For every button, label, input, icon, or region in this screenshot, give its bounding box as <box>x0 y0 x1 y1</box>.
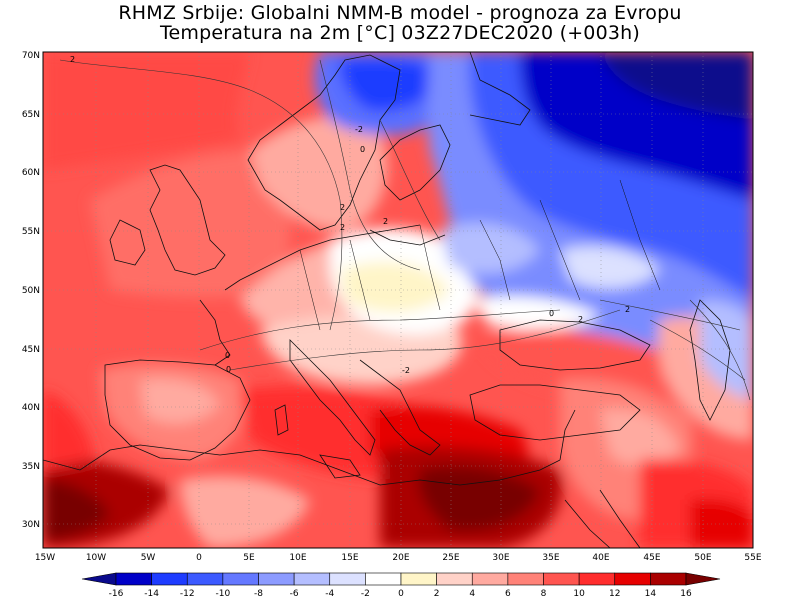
lon-tick-label: 55E <box>744 553 761 563</box>
latitude-axis: 70N 65N 60N 55N 50N 45N 40N 35N 30N <box>22 51 40 530</box>
colorbar-label: 0 <box>398 589 404 599</box>
lat-tick-label: 70N <box>22 51 40 61</box>
colorbar-swatch <box>578 572 616 586</box>
colorbar-swatch <box>115 572 152 586</box>
colorbar-label: 10 <box>573 589 585 599</box>
lat-tick-label: 60N <box>22 168 40 178</box>
lon-tick-label: 20E <box>392 553 409 563</box>
lon-tick-label: 35E <box>542 553 559 563</box>
colorbar-label: 6 <box>505 589 511 599</box>
colorbar-swatch <box>329 572 366 586</box>
colorbar-arrow-low <box>81 572 117 586</box>
colorbar-swatch <box>365 572 402 586</box>
lon-tick-label: 0 <box>196 553 202 563</box>
lon-tick-label: 10E <box>289 553 306 563</box>
lon-tick-label: 50E <box>694 553 711 563</box>
lon-tick-label: 45E <box>643 553 660 563</box>
contour-label: -2 <box>355 125 363 134</box>
colorbar-label: 12 <box>609 589 620 599</box>
lon-tick-label: 10W <box>86 553 106 563</box>
colorbar-swatch <box>186 572 224 586</box>
colorbar-label: -2 <box>361 589 370 599</box>
colorbar-swatch <box>151 572 188 586</box>
lat-tick-label: 65N <box>22 110 40 120</box>
colorbar-swatch <box>258 572 295 586</box>
colorbar-swatch <box>650 572 687 586</box>
colorbar-label: -6 <box>290 589 299 599</box>
lat-tick-label: 50N <box>22 286 40 296</box>
colorbar-swatch <box>543 572 580 586</box>
map-subtitle: Temperatura na 2m [°C] 03Z27DEC2020 (+00… <box>159 22 641 44</box>
contour-label: 0 <box>549 309 554 318</box>
contour-label: 2 <box>340 223 345 232</box>
lon-tick-label: 5E <box>243 553 255 563</box>
lon-tick-label: 30E <box>492 553 509 563</box>
contour-label: 0 <box>360 145 365 154</box>
contour-label: -2 <box>402 366 410 375</box>
colorbar-label: -4 <box>325 589 334 599</box>
colorbar-swatch <box>507 572 544 586</box>
colorbar-label: -14 <box>144 589 159 599</box>
lon-tick-label: 15E <box>341 553 358 563</box>
temperature-field: 2 -2 0 2 2 0 0 -2 2 0 2 2 <box>43 52 753 548</box>
map-title: RHMZ Srbije: Globalni NMM-B model - prog… <box>118 2 682 24</box>
colorbar-label: 8 <box>541 589 547 599</box>
colorbar-label: 4 <box>469 589 475 599</box>
colorbar-legend: -16 -14 -12 -10 -8 -6 -4 -2 0 2 4 6 8 10 12 14 16 <box>81 572 721 599</box>
colorbar-swatch <box>293 572 331 586</box>
contour-labels: 2 -2 0 2 2 0 0 -2 2 0 2 2 <box>70 55 630 375</box>
lon-tick-label: 25E <box>442 553 459 563</box>
colorbar-label: 16 <box>680 589 692 599</box>
lat-tick-label: 45N <box>22 345 40 355</box>
lat-tick-label: 40N <box>22 403 40 413</box>
isotherm-contours <box>59 59 751 401</box>
colorbar-swatch <box>471 572 509 586</box>
contour-label: 2 <box>625 305 630 314</box>
contour-label: 2 <box>70 55 75 64</box>
lat-tick-label: 30N <box>22 520 40 530</box>
lat-tick-label: 55N <box>22 227 40 237</box>
colorbar-swatch <box>400 572 437 586</box>
colorbar-swatch <box>614 572 651 586</box>
contour-label: 2 <box>340 203 345 212</box>
contour-label: 2 <box>578 315 583 324</box>
lon-tick-label: 15W <box>35 553 55 563</box>
colorbar-label: -16 <box>109 589 124 599</box>
contour-label: 2 <box>383 217 388 226</box>
contour-label: 0 <box>226 365 231 374</box>
lon-tick-label: 5W <box>141 553 156 563</box>
coastlines <box>43 52 731 548</box>
colorbar-label: 14 <box>645 589 657 599</box>
lon-tick-label: 40E <box>592 553 609 563</box>
lat-tick-label: 35N <box>22 462 40 472</box>
colorbar-arrow-high <box>685 572 721 586</box>
colorbar-swatch <box>222 572 259 586</box>
colorbar-label: -8 <box>254 589 263 599</box>
colorbar-label: -12 <box>180 589 195 599</box>
map-frame <box>42 51 754 549</box>
colorbar-label: -10 <box>216 589 231 599</box>
contour-label: 0 <box>225 351 230 360</box>
longitude-axis: 15W 10W 5W 0 5E 10E 15E 20E 25E 30E 35E … <box>35 553 762 563</box>
colorbar-swatch <box>436 572 473 586</box>
colorbar-label: 2 <box>434 589 440 599</box>
